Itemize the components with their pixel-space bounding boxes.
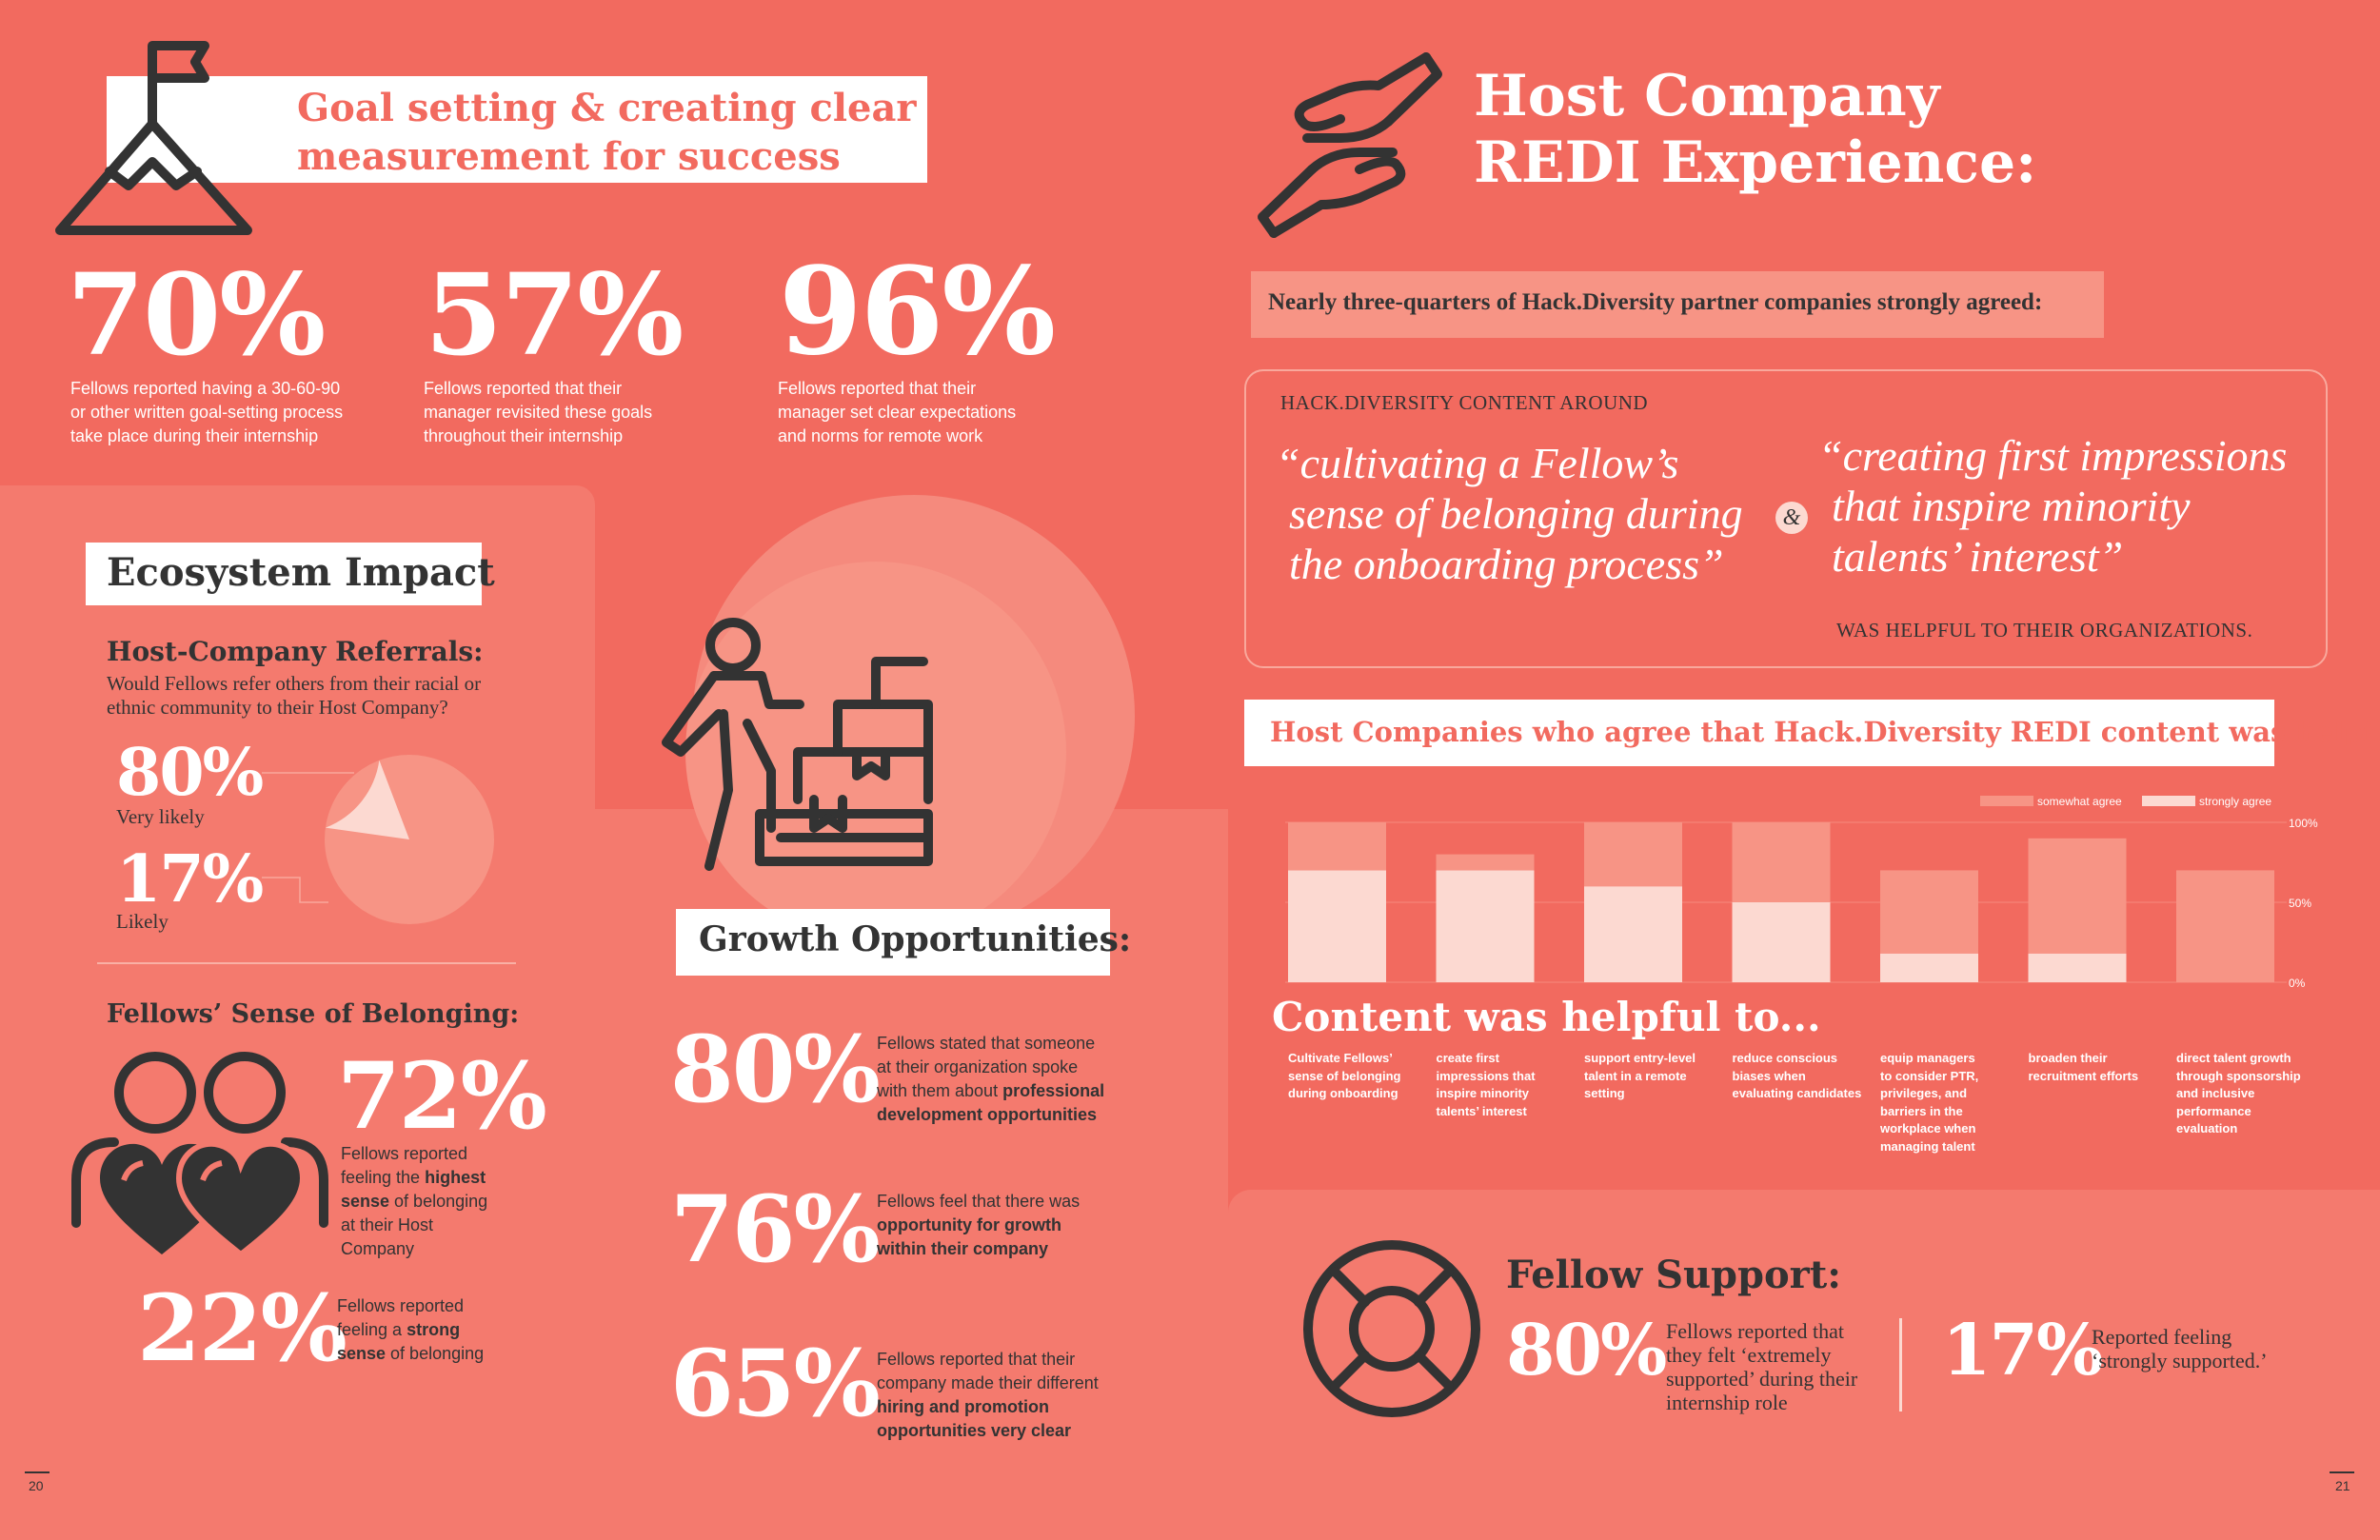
ecosystem-panel xyxy=(0,485,595,1540)
page-rule-left xyxy=(25,1471,50,1473)
chart-title-box xyxy=(1244,700,2274,766)
very-likely-value: 80% xyxy=(116,735,264,811)
person-climbing-stairs-icon xyxy=(662,618,933,871)
divider xyxy=(97,962,516,964)
bar-somewhat-agree xyxy=(2028,838,2127,954)
page-number-right: 21 xyxy=(2335,1478,2350,1493)
strong-belonging-desc: Fellows reported feeling a strong sense … xyxy=(337,1296,485,1363)
ecosystem-title: Ecosystem Impact xyxy=(107,550,495,595)
legend-swatch xyxy=(1980,796,2033,806)
chart-tick-label: 0% xyxy=(2289,977,2306,990)
growth-stat-value: 80% xyxy=(670,1016,881,1123)
belonging-heading: Fellows’ Sense of Belonging: xyxy=(107,999,520,1029)
bar-somewhat-agree xyxy=(2176,870,2274,982)
chart-category-label: direct talent growth through sponsorship a… xyxy=(2176,1051,2301,1135)
goal-title-line1: Goal setting & creating clear xyxy=(297,86,917,130)
ecosystem-title-box xyxy=(86,543,482,605)
bar-strongly-agree xyxy=(1436,870,1535,982)
support-stat-desc: Fellows reported that they felt ‘extremel… xyxy=(1666,1319,1858,1414)
chart-tick-label: 100% xyxy=(2289,817,2318,830)
growth-stat-desc: Fellows reported that their company made … xyxy=(877,1350,1099,1440)
page-rule-right xyxy=(2330,1471,2354,1473)
helpful-label: WAS HELPFUL TO THEIR ORGANIZATIONS. xyxy=(1836,619,2253,642)
host-title: Host Company REDI Experience: xyxy=(1474,63,2037,196)
pie-likely-slice xyxy=(325,760,409,839)
legend-label: strongly agree xyxy=(2199,795,2271,808)
support-stat-value: 80% xyxy=(1506,1310,1667,1392)
support-stat-value: 17% xyxy=(1942,1310,2103,1392)
agreed-banner-text: Nearly three-quarters of Hack.Diversity … xyxy=(1268,289,2043,315)
likely-label: Likely xyxy=(116,910,169,933)
mountain-flag-icon xyxy=(55,41,252,235)
bar-strongly-agree xyxy=(1288,870,1386,982)
legend-swatch xyxy=(2142,796,2195,806)
chart-category-label: equip managers to consider PTR, privileges… xyxy=(1880,1051,1979,1154)
growth-stat-desc: Fellows feel that there was opportunity … xyxy=(877,1192,1081,1258)
growth-title: Growth Opportunities: xyxy=(699,919,1132,959)
growth-stat-desc: Fellows stated that someone at their orga… xyxy=(877,1034,1105,1124)
quote-first-impressions: “creating first impressions that inspire… xyxy=(1818,431,2288,581)
goal-title-box xyxy=(107,76,927,183)
chart-tick-label: 50% xyxy=(2289,897,2311,910)
goal-stat-desc: Fellows reported that their manager set c… xyxy=(778,379,1017,445)
bar-somewhat-agree xyxy=(1584,822,1682,887)
goal-stat-desc: Fellows reported having a 30-60-90 or oth… xyxy=(70,379,344,445)
bar-strongly-agree xyxy=(1880,953,1978,982)
growth-title-box xyxy=(676,909,1110,976)
content-around-label: HACK.DIVERSITY CONTENT AROUND xyxy=(1280,391,1649,414)
growth-stat-value: 65% xyxy=(670,1330,881,1437)
goal-stat-value: 70% xyxy=(67,248,326,381)
goal-title-line2: measurement for success xyxy=(297,134,841,179)
bar-somewhat-agree xyxy=(1436,854,1535,871)
helping-hands-icon xyxy=(1258,52,1442,238)
chart-title: Host Companies who agree that Hack.Diver… xyxy=(1270,716,2380,748)
referrals-heading: Host-Company Referrals: xyxy=(107,636,484,667)
goal-stat-desc: Fellows reported that their manager revis… xyxy=(424,379,653,445)
very-likely-label: Very likely xyxy=(116,805,205,828)
chart-category-label: Cultivate Fellows’ sense of belonging duri… xyxy=(1288,1051,1401,1100)
quote-belonging: “cultivating a Fellow’s sense of belongi… xyxy=(1276,439,1743,588)
bar-strongly-agree xyxy=(2028,953,2127,982)
people-hearts-icon xyxy=(71,1052,328,1258)
redi-helpful-bar-chart: 100% 50% 0% somewhat agree strongly agree xyxy=(1285,795,2318,990)
legend-label: somewhat agree xyxy=(2037,795,2122,808)
bar-somewhat-agree xyxy=(1288,822,1386,871)
chart-subtitle: Content was helpful to... xyxy=(1272,994,1821,1040)
support-divider xyxy=(1899,1318,1902,1412)
agreed-banner xyxy=(1251,271,2104,338)
growth-stat-value: 76% xyxy=(670,1175,881,1283)
bar-strongly-agree xyxy=(1732,902,1831,982)
likely-value: 17% xyxy=(116,841,264,918)
bar-strongly-agree xyxy=(1584,886,1682,982)
bar-somewhat-agree xyxy=(1880,870,1978,954)
referrals-question: Would Fellows refer others from their ra… xyxy=(107,672,482,719)
goal-stat-value: 96% xyxy=(779,241,1056,382)
quotes-box xyxy=(1244,369,2328,668)
chart-category-label: support entry-level talent in a remote set… xyxy=(1584,1051,1696,1100)
chart-category-label: broaden their recruitment efforts xyxy=(2028,1051,2139,1083)
lifebuoy-icon xyxy=(1303,1240,1480,1417)
chart-category-label: reduce conscious biases when evaluating ca… xyxy=(1732,1051,1862,1100)
bar-somewhat-agree xyxy=(1732,822,1831,902)
page-number-left: 20 xyxy=(29,1478,44,1493)
referrals-pie-chart xyxy=(262,755,494,924)
highest-belonging-value: 72% xyxy=(337,1042,547,1150)
goal-stat-value: 57% xyxy=(425,248,684,381)
highest-belonging-desc: Fellows reported feeling the highest sen… xyxy=(341,1144,488,1258)
ampersand-badge: & xyxy=(1775,502,1808,534)
strong-belonging-value: 22% xyxy=(137,1274,347,1382)
chart-category-label: create first impressions that inspire mino… xyxy=(1436,1051,1536,1118)
fellow-support-title: Fellow Support: xyxy=(1506,1253,1841,1297)
support-stat-desc: Reported feeling ‘strongly supported.’ xyxy=(2092,1325,2268,1372)
